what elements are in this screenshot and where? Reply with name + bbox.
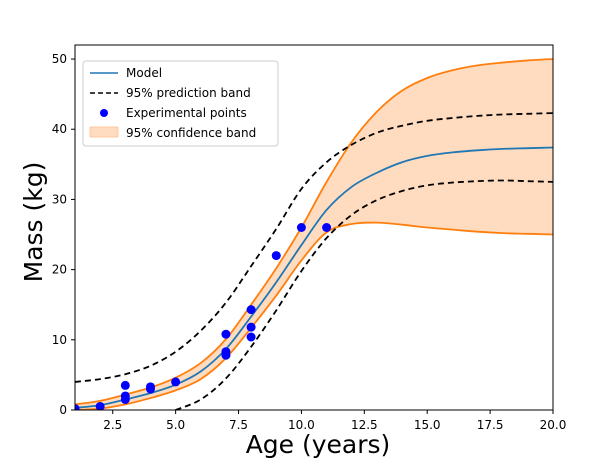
x-tick-label: 7.5: [229, 418, 248, 432]
y-tick-label: 30: [52, 192, 67, 206]
plot-frame: [74, 44, 554, 411]
y-tick-label: 50: [52, 52, 67, 66]
experimental-point: [246, 332, 256, 342]
legend-confidence-patch-icon: [89, 126, 119, 138]
x-tick-label: 17.5: [477, 418, 504, 432]
y-tick-label: 20: [52, 263, 67, 277]
x-tick-label: 15.0: [414, 418, 441, 432]
prediction-band-upper-line: [75, 112, 553, 383]
experimental-points-layer: [75, 223, 332, 410]
legend-points-marker-icon: [100, 109, 108, 117]
experimental-point: [296, 223, 306, 232]
x-tick-label: 5.0: [166, 418, 185, 432]
experimental-point: [75, 404, 80, 410]
legend-confidence-label: 95% confidence band: [126, 126, 256, 140]
y-tick-label: 10: [52, 333, 67, 347]
experimental-point: [95, 401, 105, 410]
y-axis-ticks: 0 10 20 30 40 50: [52, 52, 75, 417]
x-tick-label: 12.5: [351, 418, 378, 432]
x-tick-label: 10.0: [288, 418, 315, 432]
experimental-point: [221, 329, 231, 339]
x-tick-label: 20.0: [540, 418, 567, 432]
x-tick-label: 2.5: [103, 418, 122, 432]
prediction-band-lower-line: [175, 179, 553, 410]
experimental-point: [221, 350, 231, 360]
prediction-band-layer: [75, 112, 553, 410]
experimental-point: [120, 380, 130, 390]
legend-prediction-label: 95% prediction band: [126, 86, 251, 100]
confidence-band-lower-edge: [75, 221, 553, 410]
legend: Model 95% prediction band Experimental p…: [82, 60, 279, 147]
x-axis-ticks: 2.5 5.0 7.5 10.0 12.5 15.0 17.5 20.0: [103, 410, 566, 432]
legend-model-label: Model: [126, 66, 162, 80]
y-axis-title: Mass (kg): [19, 162, 48, 283]
legend-points-label: Experimental points: [126, 106, 247, 120]
experimental-point: [271, 251, 281, 261]
experimental-point: [145, 382, 155, 392]
plot-area: [75, 58, 553, 410]
experimental-point: [246, 305, 256, 315]
experimental-point: [322, 223, 332, 232]
experimental-point: [120, 391, 130, 401]
x-axis-title: Age (years): [246, 430, 391, 459]
y-tick-label: 40: [52, 122, 67, 136]
experimental-point: [246, 322, 256, 332]
legend-box: [82, 60, 279, 147]
confidence-band-fill: [75, 59, 553, 410]
experimental-point: [171, 377, 181, 387]
y-tick-label: 0: [59, 403, 67, 417]
